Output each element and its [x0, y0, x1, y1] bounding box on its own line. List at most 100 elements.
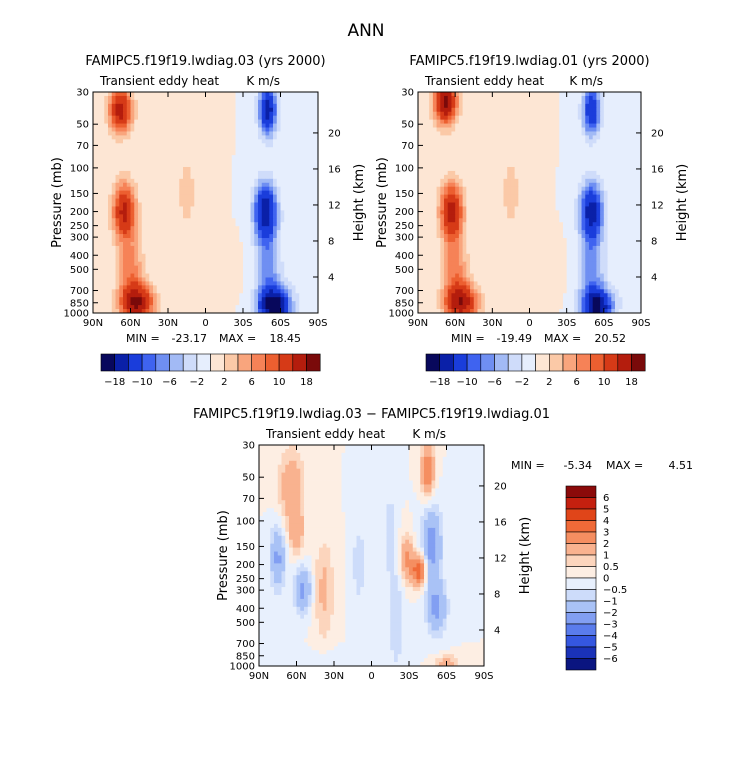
field-cell [123, 297, 128, 302]
field-cell [93, 245, 98, 251]
field-cell [239, 174, 244, 180]
field-cell [629, 186, 634, 192]
field-cell [123, 289, 128, 294]
field-cell [100, 194, 105, 199]
field-cell [153, 253, 158, 259]
field-cell [299, 285, 304, 290]
field-cell [295, 234, 300, 239]
field-cell [540, 190, 545, 196]
field-cell [276, 182, 281, 188]
field-cell [261, 131, 266, 136]
field-cell [514, 143, 519, 148]
field-cell [138, 257, 143, 263]
field-cell [156, 226, 161, 231]
field-cell [518, 92, 523, 97]
field-cell [228, 186, 233, 192]
field-cell [104, 166, 109, 172]
field-cell [93, 253, 98, 259]
field-cell [314, 241, 319, 247]
field-cell [205, 238, 210, 243]
field-cell [510, 163, 516, 168]
field-cell [130, 111, 135, 117]
field-cell [432, 139, 437, 144]
field-cell [160, 151, 165, 156]
field-cell [600, 95, 605, 101]
field-cell [160, 301, 165, 306]
field-cell [585, 178, 590, 184]
field-cell [436, 123, 441, 128]
field-cell [581, 95, 586, 101]
field-cell [585, 155, 590, 160]
field-cell [250, 234, 255, 239]
field-cell [183, 131, 188, 136]
field-cell [243, 182, 248, 188]
field-cell [171, 163, 176, 168]
field-cell [220, 249, 225, 255]
field-cell [164, 135, 169, 140]
field-cell [254, 293, 259, 298]
field-cell [261, 234, 266, 239]
field-cell [183, 147, 188, 152]
field-cell [93, 269, 98, 274]
field-cell [588, 123, 594, 128]
field-cell [115, 202, 120, 207]
field-cell [111, 269, 116, 274]
field-cell [492, 135, 497, 140]
field-cell [108, 103, 113, 109]
field-cell [168, 214, 173, 219]
field-cell [536, 139, 542, 144]
field-cell [499, 115, 504, 121]
field-cell [194, 269, 199, 274]
field-cell [183, 241, 188, 247]
field-cell [254, 198, 259, 203]
field-cell [273, 182, 278, 188]
field-cell [288, 119, 293, 124]
field-cell [261, 222, 266, 227]
field-cell [310, 277, 315, 282]
field-cell [141, 143, 146, 148]
field-cell [168, 309, 173, 314]
field-cell [488, 174, 493, 180]
field-cell [213, 281, 218, 286]
field-cell [198, 155, 203, 160]
field-cell [258, 115, 263, 121]
field-cell [585, 92, 590, 97]
field-cell [243, 238, 248, 243]
field-cell [429, 170, 434, 176]
field-cell [458, 170, 463, 176]
field-cell [618, 166, 623, 172]
field-cell [235, 92, 240, 97]
field-cell [175, 163, 180, 168]
field-cell [190, 111, 195, 117]
field-cell [119, 143, 124, 148]
field-cell [239, 249, 244, 255]
field-cell [100, 159, 105, 164]
field-cell [273, 198, 278, 203]
field-cell [533, 147, 538, 152]
field-cell [100, 206, 105, 211]
field-cell [507, 119, 512, 124]
field-cell [205, 230, 210, 235]
field-cell [220, 92, 225, 97]
field-cell [481, 155, 486, 160]
field-cell [273, 234, 278, 239]
field-cell [149, 245, 154, 251]
field-cell [164, 281, 169, 286]
field-cell [156, 245, 161, 251]
field-cell [499, 155, 504, 160]
field-cell [288, 230, 293, 235]
field-cell [171, 190, 176, 196]
field-cell [209, 253, 214, 259]
field-cell [194, 111, 199, 117]
field-cell [239, 139, 244, 144]
field-cell [581, 111, 586, 117]
field-cell [261, 163, 266, 168]
field-cell [126, 163, 131, 168]
field-cell [273, 309, 278, 314]
y-tick-label: 70 [76, 141, 89, 152]
field-cell [228, 95, 233, 101]
field-cell [295, 293, 300, 298]
field-cell [592, 123, 597, 128]
field-cell [492, 92, 497, 97]
field-cell [440, 139, 445, 144]
